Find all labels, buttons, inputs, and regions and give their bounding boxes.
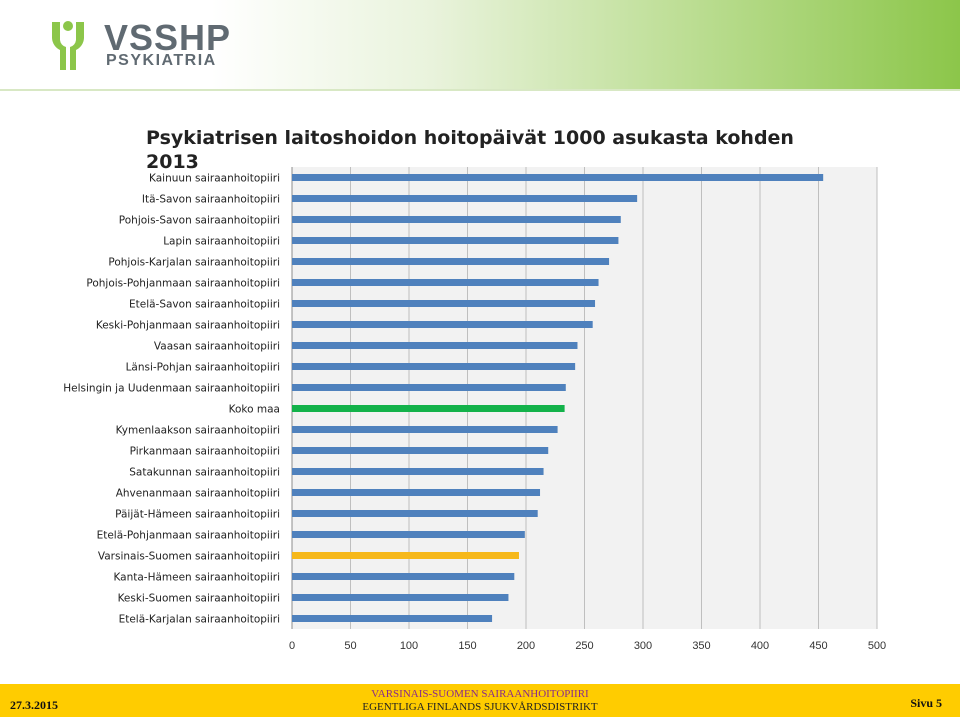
bar — [292, 237, 619, 244]
bar — [292, 552, 519, 559]
bar — [292, 174, 824, 181]
x-tick-label: 400 — [751, 640, 769, 652]
bar — [292, 405, 565, 412]
bar — [292, 510, 538, 517]
footer-org-line1: VARSINAIS-SUOMEN SAIRAANHOITOPIIRI — [371, 688, 589, 700]
category-label: Etelä-Karjalan sairaanhoitopiiri — [119, 614, 280, 626]
category-label: Päijät-Hämeen sairaanhoitopiiri — [115, 509, 280, 521]
category-label: Etelä-Pohjanmaan sairaanhoitopiiri — [97, 530, 280, 542]
bar — [292, 594, 509, 601]
category-label: Keski-Pohjanmaan sairaanhoitopiiri — [96, 320, 280, 332]
category-label: Pirkanmaan sairaanhoitopiiri — [130, 446, 280, 458]
category-label: Lapin sairaanhoitopiiri — [163, 236, 280, 248]
x-tick-label: 500 — [868, 640, 886, 652]
category-label: Vaasan sairaanhoitopiiri — [154, 341, 280, 353]
category-label: Helsingin ja Uudenmaan sairaanhoitopiiri — [63, 383, 280, 395]
x-tick-label: 150 — [458, 640, 476, 652]
bar — [292, 489, 541, 496]
bar — [292, 321, 593, 328]
footer-org-line2: EGENTLIGA FINLANDS SJUKVÅRDSDISTRIKT — [362, 701, 598, 713]
bar — [292, 573, 515, 580]
chart-title: Psykiatrisen laitoshoidon hoitopäivät 10… — [146, 127, 794, 173]
header-banner: VSSHP PSYKIATRIA — [0, 0, 960, 90]
bar — [292, 300, 596, 307]
category-label: Länsi-Pohjan sairaanhoitopiiri — [126, 362, 280, 374]
category-label: Kainuun sairaanhoitopiiri — [149, 173, 280, 185]
bar — [292, 279, 599, 286]
bar — [292, 531, 525, 538]
bar — [292, 216, 621, 223]
bar — [292, 195, 638, 202]
x-tick-label: 450 — [809, 640, 827, 652]
vsshp-logo: VSSHP PSYKIATRIA — [40, 16, 230, 76]
category-label: Koko maa — [229, 404, 280, 416]
category-label: Pohjois-Savon sairaanhoitopiiri — [119, 215, 280, 227]
bar — [292, 384, 566, 391]
x-tick-label: 250 — [575, 640, 593, 652]
category-label: Satakunnan sairaanhoitopiiri — [129, 467, 280, 479]
category-label: Kymenlaakson sairaanhoitopiiri — [116, 425, 280, 437]
footer-organization: VARSINAIS-SUOMEN SAIRAANHOITOPIIRI EGENT… — [300, 688, 660, 714]
logo-mark-icon — [52, 21, 84, 70]
logo-subtext: PSYKIATRIA — [106, 52, 217, 69]
footer-bar: 27.3.2015 VARSINAIS-SUOMEN SAIRAANHOITOP… — [0, 684, 960, 717]
category-label: Varsinais-Suomen sairaanhoitopiiri — [98, 551, 280, 563]
bar — [292, 447, 549, 454]
x-tick-label: 200 — [517, 640, 535, 652]
category-label: Etelä-Savon sairaanhoitopiiri — [129, 299, 280, 311]
header-divider — [0, 89, 960, 91]
bar — [292, 615, 493, 622]
category-label: Ahvenanmaan sairaanhoitopiiri — [116, 488, 280, 500]
bar — [292, 258, 610, 265]
category-label: Keski-Suomen sairaanhoitopiiri — [118, 593, 280, 605]
bar — [292, 363, 576, 370]
x-tick-label: 100 — [400, 640, 418, 652]
bar-chart: 0 50 100 150 200 250 300 350 400 450 500 Kainuun sa… — [63, 167, 886, 652]
bar — [292, 468, 544, 475]
category-label: Kanta-Hämeen sairaanhoitopiiri — [113, 572, 280, 584]
footer-date: 27.3.2015 — [10, 698, 58, 712]
category-label: Itä-Savon sairaanhoitopiiri — [142, 194, 280, 206]
x-tick-label: 350 — [692, 640, 710, 652]
logo-text: VSSHP — [104, 17, 232, 58]
footer-page-number: Sivu 5 — [910, 696, 942, 710]
category-label: Pohjois-Pohjanmaan sairaanhoitopiiri — [86, 278, 280, 290]
category-label: Pohjois-Karjalan sairaanhoitopiiri — [108, 257, 280, 269]
bar — [292, 342, 578, 349]
x-tick-label: 300 — [634, 640, 652, 652]
x-tick-label: 50 — [344, 640, 356, 652]
x-tick-label: 0 — [289, 640, 295, 652]
bar — [292, 426, 558, 433]
